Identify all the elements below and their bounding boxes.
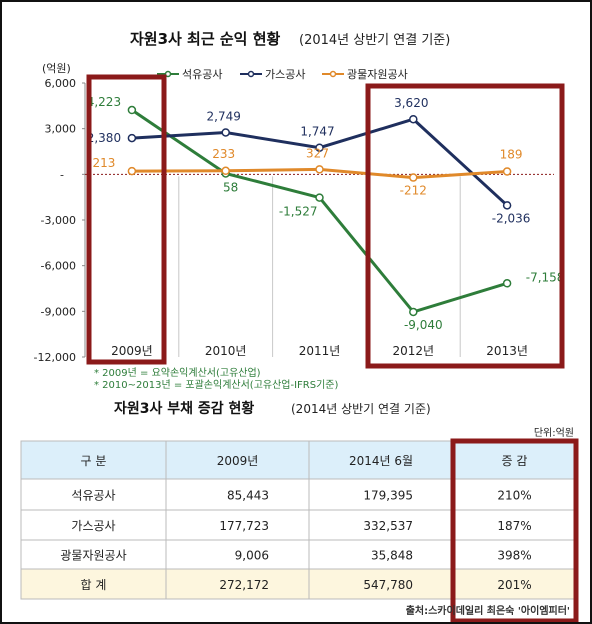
table-cell: 가스공사 <box>71 519 115 533</box>
table-cell-bg <box>165 509 310 541</box>
chart-unit: (억원) <box>42 62 71 75</box>
legend-marker-mineral <box>329 70 337 78</box>
table-cell: 187% <box>497 519 531 533</box>
table-subtitle: (2014년 상반기 연결 기준) <box>291 402 431 416</box>
data-point <box>127 133 137 143</box>
table-cell-bg <box>165 539 310 570</box>
table-cell: 석유공사 <box>71 489 115 503</box>
data-point <box>221 128 230 137</box>
table-cell: 35,848 <box>371 549 413 563</box>
table-cell-bg <box>308 509 454 541</box>
table-cell: 177,723 <box>219 519 269 533</box>
legend-marker-gas <box>247 70 255 78</box>
table-cell: 201% <box>497 578 531 592</box>
table-header-cell: 2014년 6월 <box>349 454 413 468</box>
data-point <box>127 105 137 115</box>
table-unit: 단위:억원 <box>534 426 574 439</box>
chart-subtitle: (2014년 상반기 연결 기준) <box>299 33 450 48</box>
x-tick-label: 2011년 <box>299 344 341 358</box>
data-label: -7,158 <box>526 270 565 284</box>
y-tick-label: -6,000 <box>41 260 76 273</box>
y-tick-label: -3,000 <box>41 214 76 227</box>
data-label: 4,223 <box>87 95 121 109</box>
data-point <box>315 143 324 152</box>
table-cell: 85,443 <box>227 489 269 503</box>
table-cell: 9,006 <box>235 549 269 563</box>
series-line-0 <box>131 108 508 314</box>
data-label: 3,620 <box>394 96 428 110</box>
data-point <box>502 167 512 176</box>
table-cell-bg <box>452 478 577 511</box>
legend-label-mineral: 광물자원공사 <box>347 68 408 81</box>
legend-label-oil: 석유공사 <box>182 68 222 81</box>
table-cell: 210% <box>497 489 531 503</box>
chart-title: 자원3사 최근 순익 현황 <box>130 30 281 48</box>
highlight-box-2009 <box>86 74 167 365</box>
y-tick-label: 6,000 <box>45 77 77 90</box>
y-tick-label: -9,000 <box>41 305 76 318</box>
table-cell-bg <box>308 539 454 570</box>
data-point <box>409 307 418 317</box>
data-label: -9,040 <box>404 318 443 332</box>
table-cell-bg <box>20 539 167 570</box>
y-tick-label: 3,000 <box>45 123 77 136</box>
x-tick-label: 2013년 <box>486 344 528 358</box>
plot-area: 6,000 3,000 - -3,000 -6,000 -9,000 -12,000 2009… <box>34 77 565 364</box>
highlight-box-2012-2013 <box>365 83 565 369</box>
data-label: 1,747 <box>300 125 334 139</box>
source-credit: 출처:스카이데일리 최은숙 '아이엠피터' <box>406 604 570 617</box>
data-point <box>502 279 512 288</box>
y-tick-label: -12,000 <box>34 351 76 364</box>
table-cell: 398% <box>497 549 531 563</box>
table-cell-bg <box>165 478 310 511</box>
data-label: 189 <box>500 147 523 161</box>
table-cell: 광물자원공사 <box>60 549 126 563</box>
data-label: -212 <box>400 184 427 198</box>
table-cell: 272,172 <box>219 578 269 592</box>
table-cell: 179,395 <box>363 489 413 503</box>
data-point <box>315 193 324 202</box>
table-header-cell: 증 감 <box>502 454 528 468</box>
data-label: 327 <box>306 146 329 160</box>
data-label: -2,036 <box>492 211 531 225</box>
data-point <box>127 166 137 176</box>
data-point <box>502 201 512 210</box>
table-cell-bg <box>452 539 577 570</box>
highlight-box-change <box>450 438 579 622</box>
data-label: 2,380 <box>87 131 121 145</box>
table-cell: 547,780 <box>363 578 413 592</box>
table-header-cell: 2009년 <box>217 454 259 468</box>
table-cell-bg <box>452 440 577 480</box>
data-point <box>315 165 324 174</box>
chart-footnote-2: * 2010~2013년 = 포괄손익계산서(고유산업-IFRS기준) <box>94 378 338 391</box>
data-label: 2,749 <box>207 109 241 123</box>
legend-label-gas: 가스공사 <box>265 68 305 81</box>
data-point <box>221 166 230 176</box>
x-tick-label: 2010년 <box>205 344 247 358</box>
data-label: 213 <box>92 156 115 170</box>
table-cell-bg <box>20 568 167 600</box>
table-cell-bg <box>165 440 310 480</box>
table-header-cell: 구 분 <box>81 454 107 468</box>
data-label: -1,527 <box>279 205 318 219</box>
table-cell: 332,537 <box>363 519 413 533</box>
table-title: 자원3사 부채 증감 현황 <box>114 400 254 417</box>
data-point <box>409 114 418 124</box>
y-tick-label: - <box>60 168 64 181</box>
data-label: 58 <box>223 180 238 194</box>
chart-footnote-1: * 2009년 = 요약손익계산서(고유산업) <box>94 366 261 379</box>
chart-legend: 석유공사 가스공사 광물자원공사 <box>157 68 408 81</box>
data-label: 233 <box>212 147 235 161</box>
table-cell: 합 계 <box>81 578 107 592</box>
table-cell-bg <box>308 568 454 600</box>
data-point <box>409 173 418 182</box>
x-tick-label: 2012년 <box>393 344 435 358</box>
x-tick-label: 2009년 <box>111 344 153 358</box>
legend-marker-oil <box>164 70 172 78</box>
